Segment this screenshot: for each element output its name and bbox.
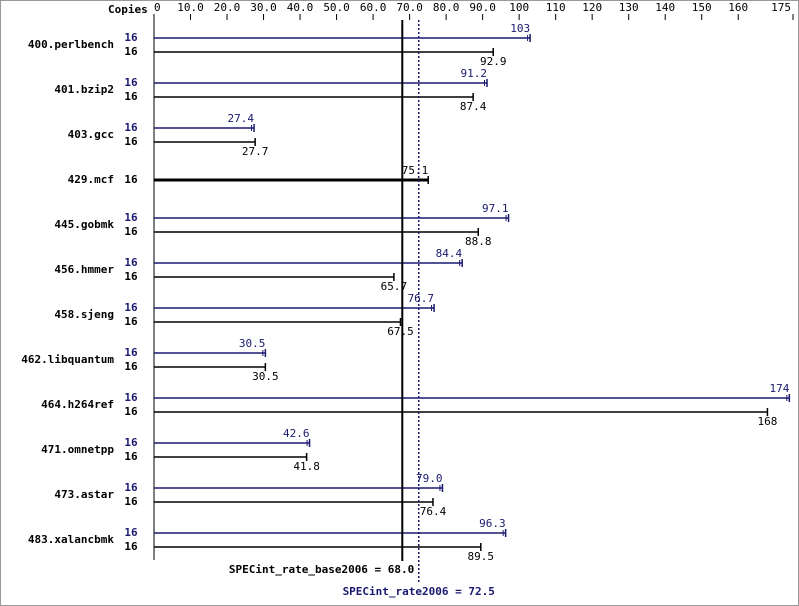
category-label: 429.mcf — [68, 173, 114, 186]
x-tick-label: 40.0 — [287, 1, 314, 14]
value-label: 30.5 — [252, 370, 279, 383]
copies-label: 16 — [124, 450, 138, 463]
x-tick-label: 110 — [546, 1, 566, 14]
copies-label: 16 — [124, 256, 138, 269]
value-label: 79.0 — [416, 472, 443, 485]
copies-label: 16 — [124, 173, 138, 186]
category-label: 445.gobmk — [54, 218, 114, 231]
category-label: 458.sjeng — [54, 308, 114, 321]
category-label: 403.gcc — [68, 128, 114, 141]
x-tick-label: 20.0 — [214, 1, 241, 14]
x-tick-label: 130 — [619, 1, 639, 14]
value-label: 174 — [769, 382, 789, 395]
x-tick-label: 10.0 — [177, 1, 204, 14]
copies-label: 16 — [124, 301, 138, 314]
x-tick-label: 100 — [509, 1, 529, 14]
category-label: 456.hmmer — [54, 263, 114, 276]
category-label: 401.bzip2 — [54, 83, 114, 96]
copies-label: 16 — [124, 495, 138, 508]
x-tick-label: 175 — [771, 1, 791, 14]
copies-label: 16 — [124, 76, 138, 89]
copies-label: 16 — [124, 540, 138, 553]
value-label: 27.7 — [242, 145, 269, 158]
copies-label: 16 — [124, 315, 138, 328]
x-tick-label: 120 — [582, 1, 602, 14]
x-tick-label: 70.0 — [396, 1, 423, 14]
copies-label: 16 — [124, 31, 138, 44]
category-label: 400.perlbench — [28, 38, 114, 51]
category-label: 462.libquantum — [21, 353, 114, 366]
value-label: 89.5 — [468, 550, 495, 563]
copies-label: 16 — [124, 211, 138, 224]
x-tick-label: 80.0 — [433, 1, 460, 14]
copies-label: 16 — [124, 121, 138, 134]
value-label: 84.4 — [436, 247, 463, 260]
x-tick-label: 50.0 — [323, 1, 350, 14]
value-label: 41.8 — [293, 460, 320, 473]
value-label: 96.3 — [479, 517, 506, 530]
copies-label: 16 — [124, 45, 138, 58]
copies-label: 16 — [124, 346, 138, 359]
category-label: 471.omnetpp — [41, 443, 114, 456]
copies-label: 16 — [124, 135, 138, 148]
copies-label: 16 — [124, 225, 138, 238]
copies-label: 16 — [124, 360, 138, 373]
x-tick-label: 160 — [728, 1, 748, 14]
copies-label: 16 — [124, 526, 138, 539]
x-tick-label: 140 — [655, 1, 675, 14]
reference-label: SPECint_rate2006 = 72.5 — [343, 585, 495, 598]
x-tick-label: 90.0 — [469, 1, 496, 14]
category-label: 473.astar — [54, 488, 114, 501]
copies-label: 16 — [124, 391, 138, 404]
value-label: 76.7 — [408, 292, 435, 305]
value-label: 75.1 — [402, 164, 429, 177]
x-tick-label: 30.0 — [250, 1, 277, 14]
copies-label: 16 — [124, 405, 138, 418]
reference-label: SPECint_rate_base2006 = 68.0 — [229, 563, 414, 576]
value-label: 87.4 — [460, 100, 487, 113]
value-label: 97.1 — [482, 202, 509, 215]
copies-label: 16 — [124, 481, 138, 494]
category-label: 483.xalancbmk — [28, 533, 114, 546]
value-label: 30.5 — [239, 337, 266, 350]
copies-label: 16 — [124, 436, 138, 449]
value-label: 91.2 — [461, 67, 488, 80]
value-label: 65.7 — [381, 280, 408, 293]
x-tick-label: 60.0 — [360, 1, 387, 14]
copies-label: 16 — [124, 270, 138, 283]
value-label: 88.8 — [465, 235, 492, 248]
copies-header: Copies — [108, 3, 148, 16]
value-label: 27.4 — [228, 112, 255, 125]
value-label: 168 — [758, 415, 778, 428]
category-label: 464.h264ref — [41, 398, 114, 411]
value-label: 92.9 — [480, 55, 507, 68]
value-label: 67.5 — [387, 325, 414, 338]
x-tick-label: 150 — [692, 1, 712, 14]
value-label: 76.4 — [420, 505, 447, 518]
x-tick-label: 0 — [154, 1, 161, 14]
value-label: 42.6 — [283, 427, 310, 440]
copies-label: 16 — [124, 90, 138, 103]
value-label: 103 — [510, 22, 530, 35]
